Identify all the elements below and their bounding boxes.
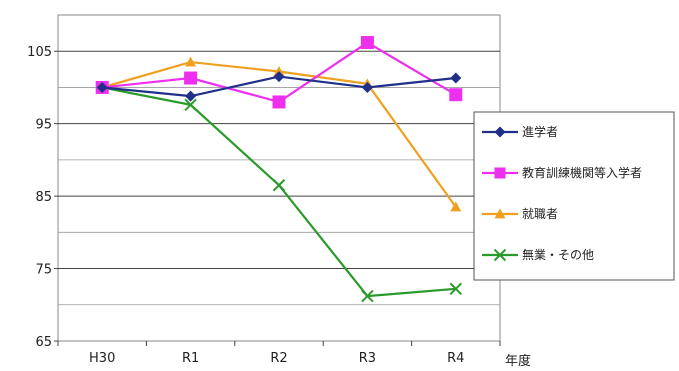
legend-label: 教育訓練機関等入学者 (522, 165, 642, 180)
data-point (184, 71, 198, 85)
x-tick-label: R4 (447, 351, 464, 366)
data-point (360, 36, 374, 50)
data-point (450, 201, 462, 212)
data-point (494, 126, 506, 138)
x-tick-label: R2 (270, 351, 287, 366)
legend-item: 無業・その他 (482, 247, 594, 262)
series-line (96, 71, 462, 102)
data-point (185, 90, 197, 102)
legend-item: 就職者 (482, 207, 558, 221)
legend-item: 教育訓練機関等入学者 (482, 165, 642, 180)
y-tick-label: 65 (35, 335, 52, 350)
y-tick-label: 85 (35, 190, 52, 205)
y-axis-ticks: 65 75 85 95 105 (27, 45, 58, 350)
data-point (361, 81, 373, 93)
legend-label: 無業・その他 (522, 247, 594, 262)
series-line (95, 36, 463, 109)
grid-lines (58, 50, 500, 306)
data-point (493, 248, 507, 262)
data-point (273, 71, 285, 83)
legend-item: 進学者 (482, 124, 558, 139)
x-tick-label: R3 (359, 351, 376, 366)
data-point (273, 66, 285, 76)
data-point (449, 88, 463, 102)
x-axis-ticks: H30 R1 R2 R3 R4 (57, 341, 501, 366)
data-point (272, 179, 286, 192)
data-point (449, 282, 463, 296)
legend-box (473, 111, 675, 281)
legend-label: 進学者 (522, 124, 558, 139)
data-point (494, 208, 506, 219)
data-point (184, 98, 197, 112)
data-point (185, 56, 197, 67)
x-tick-label: R1 (182, 351, 199, 366)
legend-label: 就職者 (522, 207, 558, 221)
y-tick-label: 75 (35, 263, 52, 278)
data-point (272, 95, 286, 109)
data-point (494, 167, 506, 179)
y-tick-label: 105 (27, 45, 52, 60)
y-tick-label: 95 (35, 118, 52, 133)
data-point (96, 81, 108, 93)
data-point (361, 289, 374, 303)
series-group (95, 36, 463, 303)
x-tick-label: H30 (89, 351, 115, 366)
data-point (450, 72, 462, 84)
x-axis-title: 年度 (505, 353, 531, 369)
